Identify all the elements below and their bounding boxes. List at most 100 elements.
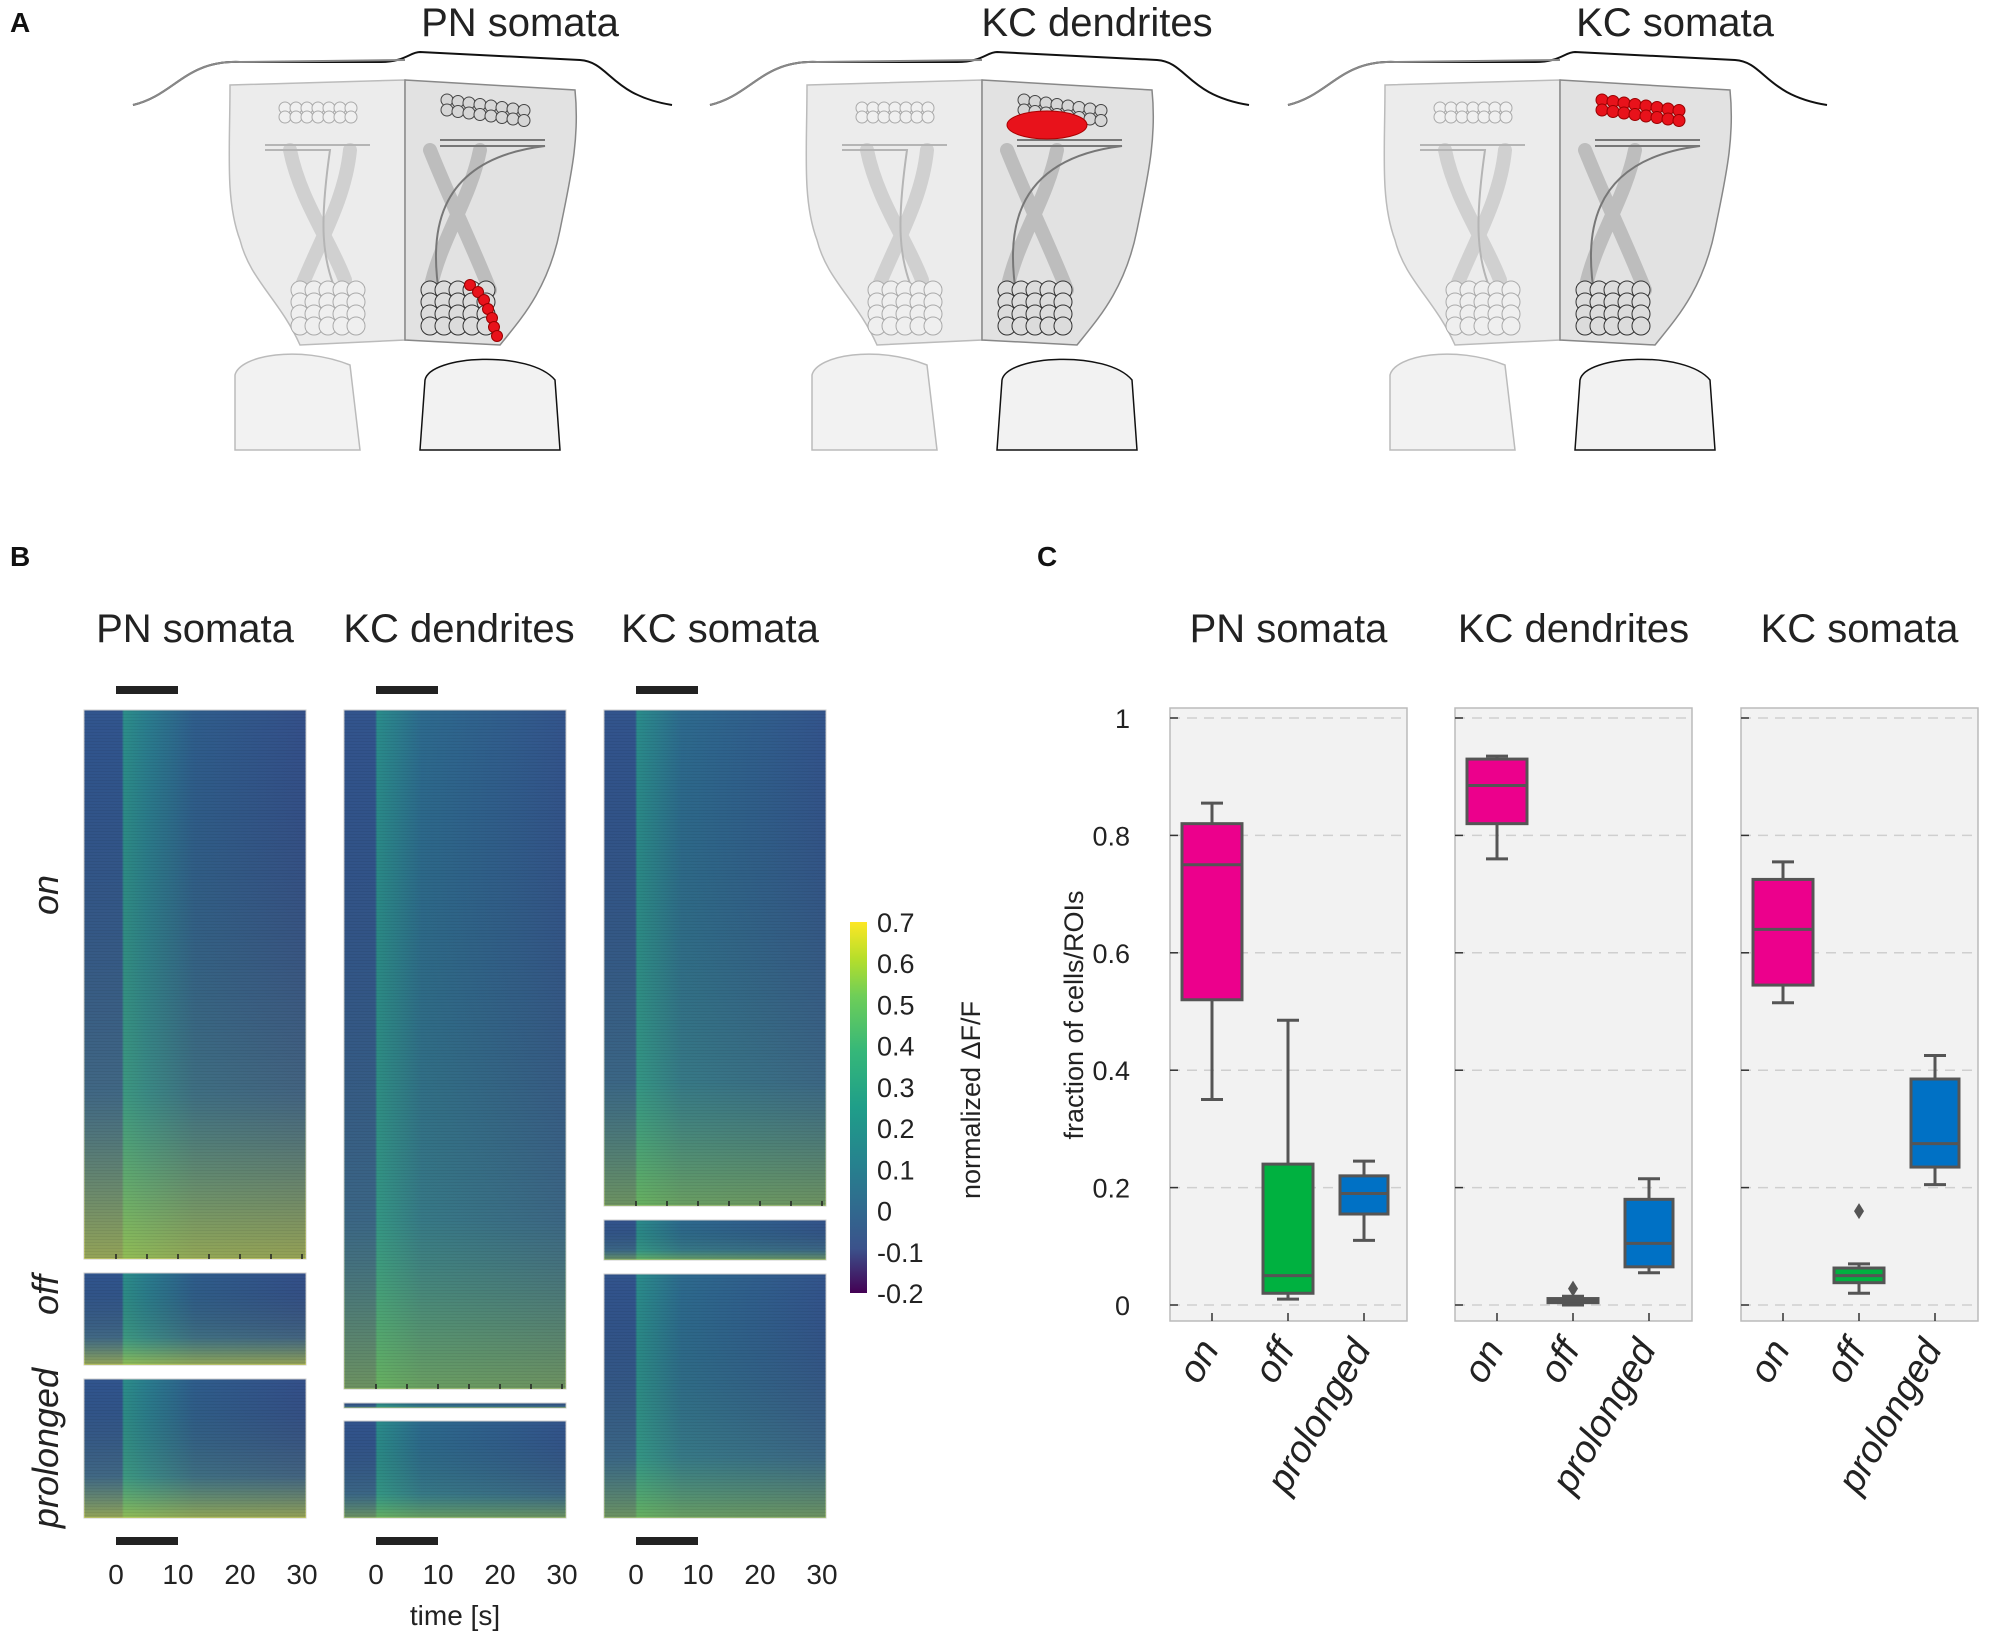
kc-cell-left [877, 110, 891, 124]
calyx-right-cluster [1595, 93, 1686, 127]
stimulus-bar-top [116, 686, 178, 694]
box-body [1465, 757, 1529, 826]
heatmap-off-block-rows [344, 1403, 566, 1408]
colorbar-label: normalized ΔF/F [956, 1001, 986, 1199]
calyx-right-cluster [440, 93, 531, 127]
kc-cell-left [278, 110, 292, 124]
kc-cell-right [1595, 103, 1609, 117]
heatmap-off-block-rows [84, 1273, 306, 1365]
y-axis-label: fraction of cells/ROIs [1059, 890, 1089, 1139]
kc-dendrites-highlight [1006, 110, 1088, 140]
box-body [1261, 1162, 1315, 1295]
panel-a-letter: A [10, 7, 30, 38]
kc-cell-right [1094, 114, 1108, 127]
boxplot-title-2: KC dendrites [1458, 607, 1689, 651]
kc-cell-right [1628, 108, 1642, 121]
y-tick-label: 1 [1115, 704, 1130, 734]
mb-lobe-right [423, 143, 497, 297]
panel-a-title-2: KC dendrites [981, 1, 1212, 45]
box-off [1832, 1203, 1886, 1295]
colorbar-tick-label: 0.4 [877, 1032, 915, 1062]
kc-cell-left [1455, 110, 1469, 124]
colorbar-tick-label: 0.3 [877, 1073, 915, 1103]
antenna-left [234, 353, 361, 451]
heatmap-column-3: 0 10 20 30 [603, 686, 838, 1590]
y-tick-label: 0.2 [1092, 1174, 1130, 1204]
colorbar-tick-label: 0.6 [877, 949, 915, 979]
kc-cell-left [1433, 110, 1447, 124]
heatmap-on-block-rows [344, 710, 566, 1389]
x-category-label: on [1741, 1333, 1799, 1391]
kc-cell-right [1606, 105, 1620, 118]
x-tick-label: 30 [546, 1559, 577, 1590]
heatmap-prolonged-block-rows [604, 1274, 826, 1518]
kc-cell-left [888, 110, 902, 124]
mb-lobe-left [283, 143, 357, 297]
heatmap-title-3: KC somata [621, 607, 820, 651]
mb-lobe-right [1578, 143, 1652, 297]
box-body [1909, 1077, 1961, 1169]
kc-cell-right [1650, 111, 1664, 124]
box-prolonged [1909, 1054, 1961, 1187]
x-category-label: off [1817, 1330, 1876, 1391]
colorbar: 0.7 0.6 0.5 0.4 0.3 0.2 0.1 0 -0.1 -0.2 normalized… [850, 908, 986, 1309]
stimulus-bar-bottom [116, 1537, 178, 1545]
x-axis-label: time [s] [410, 1600, 500, 1631]
x-tick-label: 0 [108, 1559, 124, 1590]
x-tick-label: 10 [422, 1559, 453, 1590]
kc-cell-left [322, 110, 336, 124]
x-category-label: off [1246, 1330, 1305, 1391]
heatmap-on-block-rows [84, 710, 306, 1259]
tract-right [1011, 139, 1123, 301]
x-tick-label: 30 [286, 1559, 317, 1590]
x-tick-label: 20 [484, 1559, 515, 1590]
antennal-lobe-right [997, 280, 1073, 336]
pn-soma [464, 279, 476, 291]
panel-a-title-3: KC somata [1576, 1, 1775, 45]
x-category-label: off [1531, 1330, 1590, 1391]
outlier-marker [1854, 1203, 1864, 1220]
tract-right [434, 139, 546, 301]
mb-lobe-left [860, 143, 934, 297]
x-tick-label: 0 [368, 1559, 384, 1590]
kc-cell-left [910, 110, 924, 124]
calyx-left-cluster [278, 101, 358, 124]
antennal-lobe-right [1575, 280, 1651, 336]
kc-cell-right [506, 112, 520, 126]
x-category-label: on [1455, 1333, 1513, 1391]
heatmap-title-2: KC dendrites [343, 607, 574, 651]
kc-cell-left [344, 110, 358, 124]
kc-cell-right [1661, 112, 1675, 126]
colorbar-tick-label: 0.5 [877, 990, 915, 1020]
heatmap-title-1: PN somata [96, 607, 295, 651]
kc-cell-left [855, 110, 869, 124]
panel-b-letter: B [10, 541, 30, 572]
boxplot-title-1: PN somata [1190, 607, 1389, 651]
y-tick-label: 0.8 [1092, 821, 1130, 851]
stimulus-bar-bottom [636, 1537, 698, 1545]
mb-lobe-left [1438, 143, 1512, 297]
colorbar-tick-label: 0 [877, 1197, 892, 1227]
kc-cell-left [921, 110, 935, 124]
head-outline-left [709, 59, 983, 106]
kc-cell-right [517, 114, 531, 127]
heatmap-column-2: 0 10 20 30 [343, 686, 578, 1590]
calyx-left-cluster [855, 101, 935, 124]
antenna-right [996, 358, 1138, 451]
y-tick-label: 0 [1115, 1291, 1130, 1321]
brain-schematic-2: KC dendrites [709, 1, 1250, 451]
glomerulus-left [346, 316, 366, 336]
y-tick-label: 0.6 [1092, 939, 1130, 969]
panel-c-letter: C [1037, 541, 1057, 572]
kc-cell-left [1499, 110, 1513, 124]
x-tick-label: 20 [224, 1559, 255, 1590]
mb-lobe-right [1000, 143, 1074, 297]
kc-cell-right [451, 105, 465, 118]
box-body [1751, 877, 1815, 987]
heatmap-off-block-rows [604, 1220, 826, 1260]
antennal-lobe-left [867, 280, 943, 336]
colorbar-tick-label: -0.2 [877, 1279, 924, 1309]
antennal-lobe-left [1445, 280, 1521, 336]
box-on [1465, 754, 1529, 861]
